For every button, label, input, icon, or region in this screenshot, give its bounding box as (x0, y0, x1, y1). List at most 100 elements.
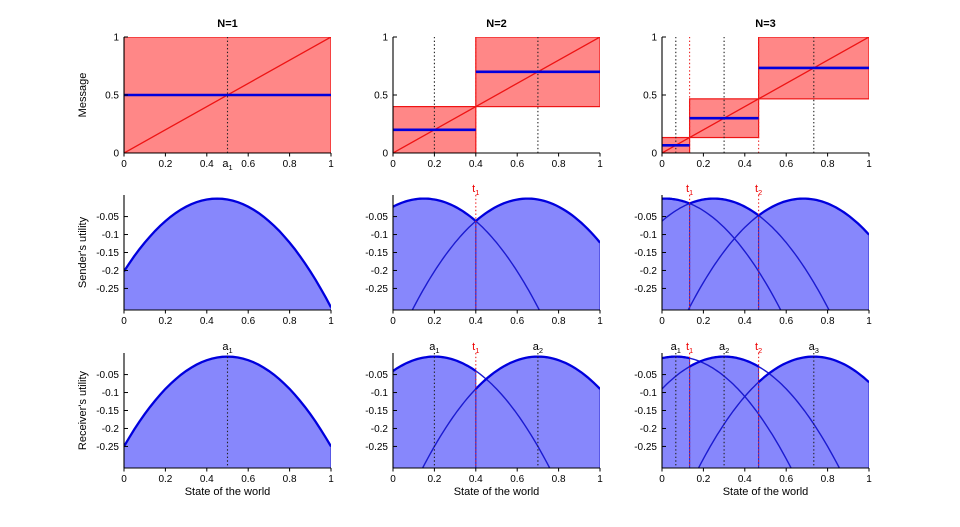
x-tick-label: 0.4 (738, 474, 752, 485)
x-tick-label: 0 (390, 159, 396, 170)
plot-area (393, 353, 600, 468)
utility-fill (662, 198, 691, 310)
y-tick-label: -0.2 (371, 424, 389, 435)
x-tick-label: 0.6 (779, 159, 793, 170)
x-tick-label: 0 (659, 316, 665, 327)
y-tick-label: 0 (651, 149, 657, 160)
utility-envelope (662, 197, 691, 205)
diagonal-state-line (393, 37, 600, 153)
x-tick-label: 1 (597, 316, 603, 327)
x-tick-label: 0.6 (779, 316, 793, 327)
panel-sender-col2: 0 0.2 0.4 0.6 0.8 1 -0.05 -0.1 -0.15 -0.2 -0.25 (365, 195, 603, 327)
x-tick-label: 0.4 (469, 159, 483, 170)
panel-receiver-col2: 0 0.2 0.4 0.6 0.8 1 -0.05 -0.1 -0.15 -0.2 -0.25 Sta… (365, 353, 603, 498)
t2-label: t2 (755, 183, 762, 197)
x-tick-label: 1 (328, 474, 334, 485)
y-tick-label: -0.05 (96, 370, 119, 381)
t1-label: t1 (686, 183, 693, 197)
plot-area (124, 197, 331, 310)
x-tick-label: 0.8 (821, 159, 835, 170)
x-tick-label: 0.2 (696, 316, 710, 327)
x-tick-label: 0 (121, 316, 127, 327)
a1-label: a1 (671, 341, 681, 355)
utility-curve (662, 197, 782, 310)
x-tick-label: 1 (866, 316, 872, 327)
x-tick-label: 0.2 (696, 474, 710, 485)
x-tick-label: 0 (390, 316, 396, 327)
y-tick-label: -0.25 (96, 284, 119, 295)
x-tick-label: 0.4 (469, 474, 483, 485)
a2-label: a2 (533, 341, 543, 355)
plot-area (662, 195, 869, 310)
x-axis-label: State of the world (185, 486, 271, 498)
x-tick-label: 0.6 (510, 159, 524, 170)
x-tick-label: 1 (597, 159, 603, 170)
y-tick-label: -0.2 (371, 266, 389, 277)
a2-label: a2 (719, 341, 729, 355)
a1-label: a1 (222, 341, 232, 355)
utility-envelope (689, 355, 760, 368)
y-tick-label: -0.2 (102, 266, 120, 277)
y-tick-label: -0.05 (634, 370, 657, 381)
utility-envelope (662, 355, 690, 360)
y-tick-label: -0.1 (640, 230, 658, 241)
plot-area (662, 37, 869, 153)
y-tick-label: 0 (113, 149, 119, 160)
y-tick-label: -0.25 (96, 442, 119, 453)
panel-message-col3: 0 0.2 0.4 0.6 0.8 1 0 0.5 1 N=3 (643, 18, 872, 170)
x-tick-label: 0.2 (696, 159, 710, 170)
y-tick-label: -0.25 (634, 284, 657, 295)
utility-envelope (474, 355, 600, 390)
x-tick-label: 1 (328, 159, 334, 170)
x-tick-label: 0 (390, 474, 396, 485)
utility-envelope (393, 355, 477, 372)
y-tick-label: -0.05 (634, 212, 657, 223)
y-axis-label: Sender's utility (77, 216, 89, 288)
y-tick-label: -0.25 (365, 284, 388, 295)
x-tick-label: 0.6 (510, 316, 524, 327)
x-tick-label: 0.2 (158, 159, 172, 170)
y-tick-label: -0.15 (634, 406, 657, 417)
x-tick-label: 0 (659, 159, 665, 170)
y-tick-label: -0.15 (96, 406, 119, 417)
x-tick-label: 0.8 (283, 474, 297, 485)
y-tick-label: -0.15 (365, 406, 388, 417)
x-tick-label: 0.8 (552, 474, 566, 485)
x-tick-label: 1 (597, 474, 603, 485)
x-tick-label: 1 (866, 474, 872, 485)
y-tick-label: -0.25 (365, 442, 388, 453)
y-tick-label: -0.1 (102, 388, 120, 399)
plot-area (393, 195, 600, 310)
y-tick-label: -0.1 (102, 230, 120, 241)
x-axis-label: State of the world (454, 486, 540, 498)
x-tick-label: 0.2 (158, 316, 172, 327)
y-tick-label: -0.15 (365, 248, 388, 259)
x-tick-label: 0.8 (821, 316, 835, 327)
plot-area (124, 37, 331, 153)
x-tick-label: 1 (866, 159, 872, 170)
x-tick-label: 0.4 (469, 316, 483, 327)
panel-receiver-col3: 0 0.2 0.4 0.6 0.8 1 -0.05 -0.1 -0.15 -0.2 -0.25 Sta… (634, 353, 872, 498)
x-tick-label: 0.2 (427, 316, 441, 327)
x-axis-label: State of the world (723, 486, 809, 498)
y-axis-label: Receiver's utility (77, 370, 89, 450)
x-tick-label: 0.4 (200, 474, 214, 485)
x-tick-label: 0.8 (552, 159, 566, 170)
y-tick-label: 0.5 (105, 91, 119, 102)
y-tick-label: -0.15 (634, 248, 657, 259)
utility-envelope (757, 197, 869, 236)
x-tick-label: 0.4 (200, 159, 214, 170)
utility-envelope (124, 355, 331, 447)
y-tick-label: 1 (113, 33, 119, 44)
y-tick-label: 0.5 (643, 91, 657, 102)
utility-envelope (124, 197, 331, 308)
y-tick-label: -0.1 (640, 388, 658, 399)
x-tick-label: 0.6 (241, 474, 255, 485)
a1-label: a1 (429, 341, 439, 355)
x-tick-label: 0.6 (510, 474, 524, 485)
y-tick-label: 1 (382, 33, 388, 44)
panel-title: N=1 (217, 18, 238, 30)
x-tick-label: 0.6 (779, 474, 793, 485)
